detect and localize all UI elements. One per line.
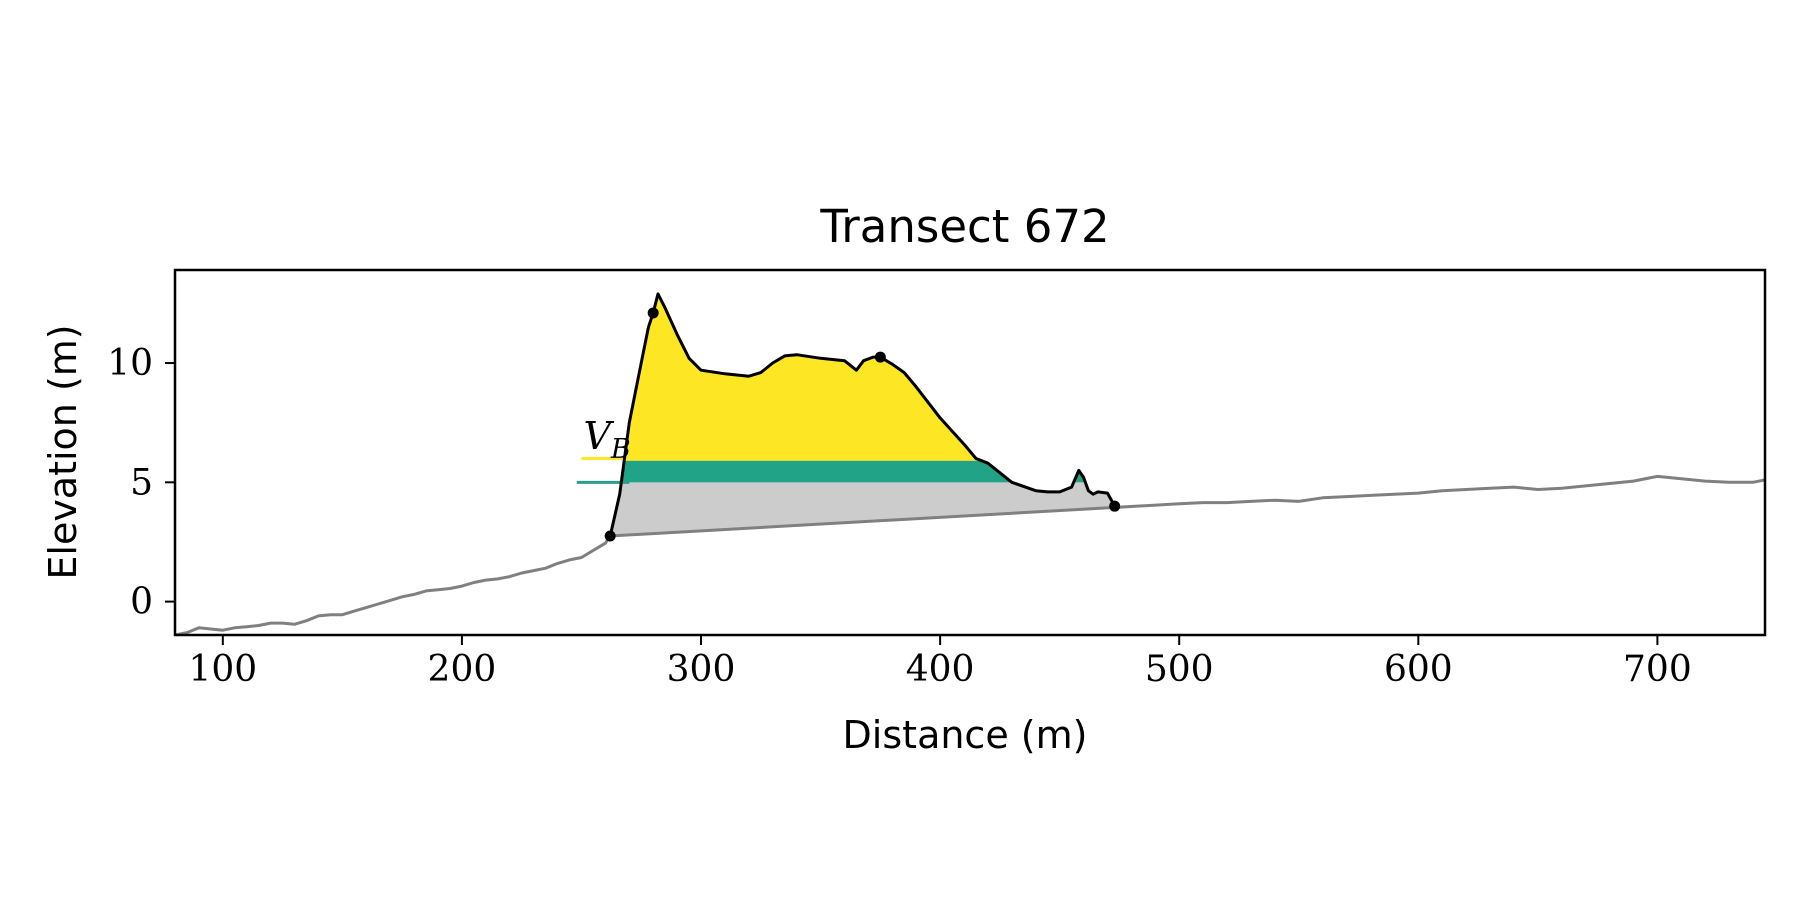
y-axis: 0 5 10 — [107, 343, 175, 623]
profile-line — [175, 474, 1765, 635]
x-tick-label: 200 — [428, 649, 497, 690]
x-tick-label: 100 — [188, 649, 257, 690]
dune-outline — [608, 292, 1117, 537]
x-tick-label: 300 — [667, 649, 736, 690]
x-axis-label: Distance (m) — [843, 713, 1088, 757]
key-point — [604, 530, 616, 542]
x-tick-label: 700 — [1623, 649, 1692, 690]
dune-volume-fill — [610, 293, 1115, 461]
y-tick-label: 10 — [107, 343, 153, 384]
vb-annotation-subscript: B — [610, 434, 631, 465]
key-point — [647, 307, 659, 319]
plot-frame — [173, 268, 1767, 637]
y-tick-label: 5 — [130, 462, 153, 503]
plot-area — [175, 292, 1765, 635]
y-axis-label: Elevation (m) — [41, 324, 85, 579]
vb-annotation: VB — [583, 414, 630, 465]
band-volume-fill — [610, 460, 1115, 483]
x-tick-label: 500 — [1145, 649, 1214, 690]
chart-title: Transect 672 — [819, 200, 1109, 253]
x-axis: 100 200 300 400 500 600 700 — [188, 635, 1692, 690]
x-tick-label: 400 — [906, 649, 975, 690]
y-tick-label: 0 — [130, 582, 153, 623]
x-tick-label: 600 — [1384, 649, 1453, 690]
key-point — [874, 351, 886, 363]
key-point — [1109, 500, 1121, 512]
